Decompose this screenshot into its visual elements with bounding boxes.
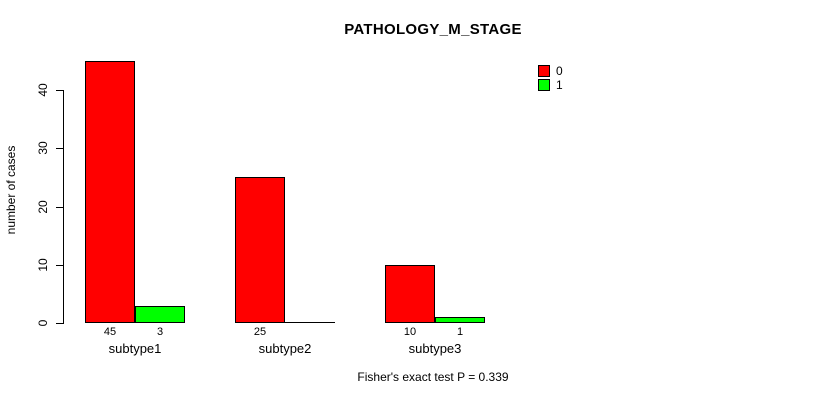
legend-item-0: 0 xyxy=(538,64,563,78)
chart-title: PATHOLOGY_M_STAGE xyxy=(344,21,522,38)
bar-subtype3-1 xyxy=(435,317,485,323)
y-tick-label: 10 xyxy=(36,258,50,272)
bar-subtype2-0 xyxy=(235,177,285,323)
y-tick-label: 0 xyxy=(36,319,50,327)
bar-subtype2-1 xyxy=(285,322,335,323)
y-tick-mark xyxy=(56,265,63,266)
legend-swatch-0 xyxy=(538,65,550,77)
bar-subtype1-0 xyxy=(85,61,135,323)
category-label-subtype1: subtype1 xyxy=(108,341,162,356)
bar-count-label: 25 xyxy=(253,326,267,338)
y-axis-label: number of cases xyxy=(4,145,18,235)
category-label-subtype3: subtype3 xyxy=(408,341,462,356)
bar-count-label: 10 xyxy=(403,326,417,338)
y-tick-label: 40 xyxy=(36,83,50,97)
bar-subtype1-1 xyxy=(135,306,185,323)
footnote-fisher-test: Fisher's exact test P = 0.339 xyxy=(357,370,509,384)
y-tick-label: 30 xyxy=(36,141,50,155)
y-tick-mark xyxy=(56,323,63,324)
y-tick-mark xyxy=(56,207,63,208)
legend-swatch-1 xyxy=(538,79,550,91)
y-axis-line xyxy=(63,90,64,324)
bar-count-label: 45 xyxy=(103,326,117,338)
y-tick-label: 20 xyxy=(36,200,50,214)
legend-item-1: 1 xyxy=(538,78,563,92)
bar-count-label: 3 xyxy=(156,326,164,338)
y-tick-mark xyxy=(56,90,63,91)
bar-count-label: 1 xyxy=(456,326,464,338)
legend-label: 0 xyxy=(556,64,563,78)
legend-label: 1 xyxy=(556,78,563,92)
category-label-subtype2: subtype2 xyxy=(258,341,312,356)
y-tick-mark xyxy=(56,148,63,149)
bar-subtype3-0 xyxy=(385,265,435,323)
